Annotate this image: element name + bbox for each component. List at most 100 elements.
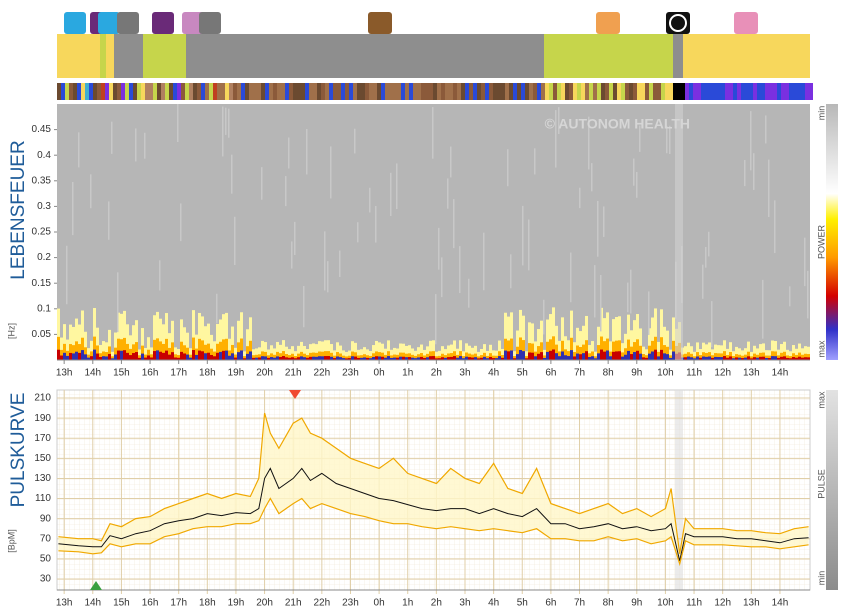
power-cell — [717, 345, 720, 360]
power-cell — [336, 356, 339, 360]
power-cell — [525, 356, 528, 360]
power-cell — [84, 354, 87, 360]
power-cell — [99, 356, 102, 360]
power-cell — [198, 338, 201, 360]
strip-cell — [385, 83, 389, 100]
power-cell — [267, 349, 270, 360]
power-cell — [303, 357, 306, 360]
x-tick-label: 8h — [603, 368, 614, 379]
power-cell — [759, 352, 762, 360]
power-cell — [330, 356, 333, 360]
power-cell — [276, 356, 279, 360]
strip-cell — [281, 83, 285, 100]
power-cell — [279, 344, 282, 360]
power-cell — [576, 353, 579, 360]
power-cell — [135, 342, 138, 360]
power-cell — [312, 343, 315, 360]
power-cell — [414, 350, 417, 360]
power-cell — [72, 326, 75, 360]
power-cell — [144, 357, 147, 360]
power-cell — [750, 111, 752, 171]
power-cell — [69, 344, 72, 360]
power-cell — [510, 312, 513, 360]
power-cell — [633, 342, 636, 360]
power-cell — [105, 342, 108, 360]
strip-cell — [629, 83, 633, 100]
power-cell — [657, 341, 660, 360]
strip-cell — [257, 83, 261, 100]
strip-cell — [701, 83, 705, 100]
power-cell — [126, 352, 129, 360]
power-cell — [309, 344, 312, 360]
strip-cell — [89, 83, 93, 100]
power-cell — [450, 353, 453, 360]
x-tick-label: 3h — [459, 598, 470, 607]
power-cell — [369, 358, 372, 360]
strip-cell — [517, 83, 521, 100]
power-cell — [786, 355, 789, 360]
y-tick-label: 90 — [40, 513, 52, 524]
power-cell — [384, 348, 387, 360]
power-cell — [468, 357, 471, 360]
power-cell — [237, 352, 240, 360]
power-cell — [753, 353, 756, 360]
strip-cell — [313, 83, 317, 100]
power-cell — [147, 349, 150, 360]
strip-cell — [805, 83, 809, 100]
power-cell — [807, 354, 810, 360]
power-cell — [66, 350, 69, 360]
power-cell — [672, 351, 675, 360]
power-cell — [555, 353, 558, 360]
power-cell — [738, 357, 741, 360]
power-cell — [525, 351, 528, 360]
power-cell — [585, 351, 588, 360]
x-tick-label: 10h — [657, 368, 674, 379]
power-cell — [57, 336, 60, 360]
strip-cell — [801, 83, 805, 100]
power-cell — [315, 356, 318, 360]
strip-cell — [573, 83, 577, 100]
power-cell — [285, 354, 288, 360]
power-cell — [417, 357, 420, 360]
power-cell — [69, 352, 72, 360]
power-cell — [102, 351, 105, 360]
power-cell — [312, 352, 315, 360]
power-cell — [120, 350, 123, 360]
strip-cell — [433, 83, 437, 100]
power-cell — [726, 355, 729, 360]
strip-cell — [189, 83, 193, 100]
power-cell — [447, 345, 450, 360]
power-cell — [528, 343, 531, 360]
power-cell — [798, 356, 801, 360]
power-cell — [129, 335, 132, 360]
power-cell — [432, 107, 434, 159]
power-cell — [108, 346, 111, 360]
power-cell — [429, 351, 432, 360]
power-cell — [327, 356, 330, 360]
power-cell — [72, 353, 75, 360]
power-cell — [63, 324, 66, 360]
power-cell — [543, 357, 546, 360]
power-cell — [189, 354, 192, 360]
power-cell — [765, 350, 768, 360]
power-cell — [663, 353, 666, 360]
power-cell — [96, 353, 99, 360]
power-cell — [288, 355, 291, 360]
power-cell — [57, 349, 60, 360]
power-cell — [654, 349, 657, 360]
power-cell — [579, 331, 582, 360]
power-cell — [180, 341, 183, 360]
power-cell — [108, 353, 111, 360]
power-cell — [165, 350, 168, 360]
strip-cell — [345, 83, 349, 100]
power-cell — [615, 340, 618, 360]
power-cell — [750, 351, 753, 360]
power-cell — [609, 341, 612, 360]
power-cell — [348, 358, 351, 360]
power-cell — [306, 357, 309, 360]
power-cell — [585, 315, 588, 360]
power-cell — [696, 352, 699, 360]
power-cell — [387, 356, 390, 360]
power-cell — [255, 354, 258, 360]
power-cell — [672, 340, 675, 360]
